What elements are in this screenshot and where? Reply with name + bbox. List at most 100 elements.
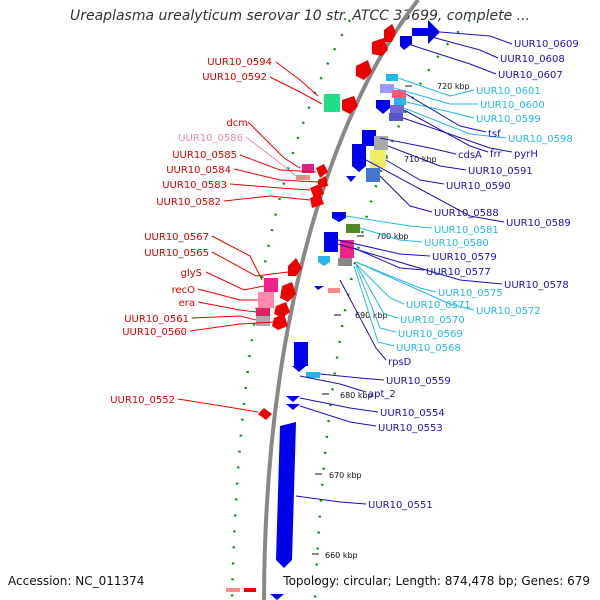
gene-UUR10_0559b bbox=[292, 366, 306, 372]
leader-UUR10_0583 bbox=[229, 183, 311, 191]
label-UUR10_0588: UUR10_0588 bbox=[434, 208, 499, 219]
label-dcm: dcm bbox=[226, 118, 248, 129]
gene-UUR10_0590 bbox=[370, 150, 386, 168]
gene-UUR10_0571 bbox=[314, 286, 324, 290]
gene-UUR10_0598 bbox=[376, 100, 390, 114]
label-UUR10_0609: UUR10_0609 bbox=[514, 39, 579, 50]
label-UUR10_0600: UUR10_0600 bbox=[480, 100, 545, 111]
gene-tsf bbox=[392, 90, 406, 98]
label-UUR10_0569: UUR10_0569 bbox=[398, 329, 463, 340]
label-UUR10_0553: UUR10_0553 bbox=[378, 423, 443, 434]
gene-UUR10_0600 bbox=[380, 84, 394, 93]
right-label-leaders bbox=[295, 31, 513, 505]
leader-UUR10_0577 bbox=[353, 247, 425, 271]
leader-UUR10_0553 bbox=[299, 405, 377, 427]
leader-UUR10_0599 bbox=[405, 101, 475, 119]
gene-UUR10_0575 bbox=[318, 256, 330, 266]
leader-UUR10_0586 bbox=[245, 136, 297, 177]
genome-summary-text: Topology: circular; Length: 874,478 bp; … bbox=[283, 574, 590, 588]
leader-UUR10_0585 bbox=[239, 154, 317, 173]
label-apt_2: apt_2 bbox=[368, 389, 396, 400]
gene-bottom bbox=[270, 594, 284, 600]
leader-UUR10_0578 bbox=[337, 243, 503, 285]
label-UUR10_0560: UUR10_0560 bbox=[122, 327, 187, 338]
leader-UUR10_0572 bbox=[355, 261, 475, 311]
gene-UUR10_0601 bbox=[386, 74, 398, 81]
gene-UUR10_0560 bbox=[272, 314, 288, 330]
label-UUR10_0575: UUR10_0575 bbox=[438, 288, 503, 299]
accession-text: Accession: NC_011374 bbox=[8, 574, 145, 588]
label-UUR10_0582: UUR10_0582 bbox=[156, 197, 221, 208]
label-frr: frr bbox=[490, 149, 502, 160]
gene-top-red-2 bbox=[372, 38, 388, 56]
label-glyS: glyS bbox=[181, 268, 202, 279]
label-UUR10_0583: UUR10_0583 bbox=[162, 180, 227, 191]
gene-UUR10_0592 bbox=[324, 94, 340, 112]
gene-UUR10_0607 bbox=[400, 36, 412, 50]
label-UUR10_0577: UUR10_0577 bbox=[426, 267, 491, 278]
label-UUR10_0598: UUR10_0598 bbox=[508, 134, 573, 145]
label-UUR10_0572: UUR10_0572 bbox=[476, 306, 541, 317]
label-UUR10_0585: UUR10_0585 bbox=[172, 150, 237, 161]
gene-UUR10_0599 bbox=[394, 98, 406, 105]
leader-cdsA bbox=[379, 137, 457, 155]
tick-label-670: 670 kbp bbox=[329, 471, 362, 480]
leader-UUR10_0608 bbox=[427, 35, 499, 59]
gene-UUR10_0583 bbox=[310, 184, 324, 198]
gene-red-286 bbox=[280, 282, 296, 302]
leader-UUR10_0589 bbox=[365, 159, 505, 223]
label-UUR10_0599: UUR10_0599 bbox=[476, 114, 541, 125]
label-UUR10_0592: UUR10_0592 bbox=[202, 72, 267, 83]
gene-UUR10_0586 bbox=[296, 175, 310, 180]
label-UUR10_0552: UUR10_0552 bbox=[110, 395, 175, 406]
gene-UUR10_0582 bbox=[310, 194, 324, 208]
gene-pyrH bbox=[389, 113, 403, 121]
leader-UUR10_0570 bbox=[355, 263, 399, 319]
label-UUR10_0589: UUR10_0589 bbox=[506, 218, 571, 229]
leader-UUR10_0568 bbox=[353, 265, 395, 347]
gene-UUR10_0561 bbox=[256, 316, 270, 326]
gene-small-176 bbox=[346, 176, 356, 182]
leader-UUR10_0607 bbox=[407, 43, 497, 75]
gene-UUR10_0581 bbox=[332, 212, 346, 222]
label-era: era bbox=[179, 298, 195, 309]
genome-title: Ureaplasma urealyticum serovar 10 str. A… bbox=[69, 8, 530, 24]
left-gene-labels: UUR10_0594 UUR10_0592 dcm UUR10_0586 UUR… bbox=[110, 57, 272, 406]
tick-label-690: 690 kbp bbox=[355, 311, 388, 320]
label-UUR10_0579: UUR10_0579 bbox=[432, 252, 497, 263]
leader-UUR10_0580 bbox=[359, 227, 423, 243]
gene-UUR10_0580 bbox=[346, 224, 360, 233]
label-rpsD: rpsD bbox=[388, 357, 412, 368]
gene-UUR10_0594 bbox=[356, 60, 372, 80]
leader-era bbox=[197, 301, 257, 313]
label-UUR10_0570: UUR10_0570 bbox=[400, 315, 465, 326]
gene-UUR10_0567 bbox=[340, 240, 354, 258]
left-label-leaders bbox=[177, 61, 323, 413]
label-tsf: tsf bbox=[488, 129, 501, 140]
gene-UUR10_0588 bbox=[366, 168, 380, 182]
leader-dcm bbox=[247, 121, 301, 169]
gene-apt_2 bbox=[286, 396, 300, 402]
label-UUR10_0571: UUR10_0571 bbox=[406, 300, 471, 311]
leader-rpsD bbox=[339, 279, 387, 361]
label-UUR10_0594: UUR10_0594 bbox=[207, 57, 272, 68]
label-UUR10_0551: UUR10_0551 bbox=[368, 500, 433, 511]
leader-UUR10_0579 bbox=[337, 239, 431, 257]
gene-UUR10_0554 bbox=[286, 404, 300, 410]
label-UUR10_0607: UUR10_0607 bbox=[498, 70, 563, 81]
leader-UUR10_0551 bbox=[295, 495, 367, 505]
label-UUR10_0561: UUR10_0561 bbox=[124, 314, 189, 325]
gene-era bbox=[256, 308, 270, 318]
leader-UUR10_0581 bbox=[345, 215, 433, 229]
gene-cdsA bbox=[362, 130, 376, 146]
gene-red-306 bbox=[274, 302, 290, 318]
label-UUR10_0580: UUR10_0580 bbox=[424, 238, 489, 249]
leader-UUR10_0561 bbox=[191, 315, 257, 321]
leader-UUR10_0594 bbox=[275, 61, 319, 97]
leader-UUR10_0601 bbox=[397, 77, 475, 97]
label-UUR10_0578: UUR10_0578 bbox=[504, 280, 569, 291]
label-UUR10_0567: UUR10_0567 bbox=[144, 232, 209, 243]
gene-UUR10_0551 bbox=[276, 422, 296, 568]
gene-glyS bbox=[264, 278, 278, 292]
